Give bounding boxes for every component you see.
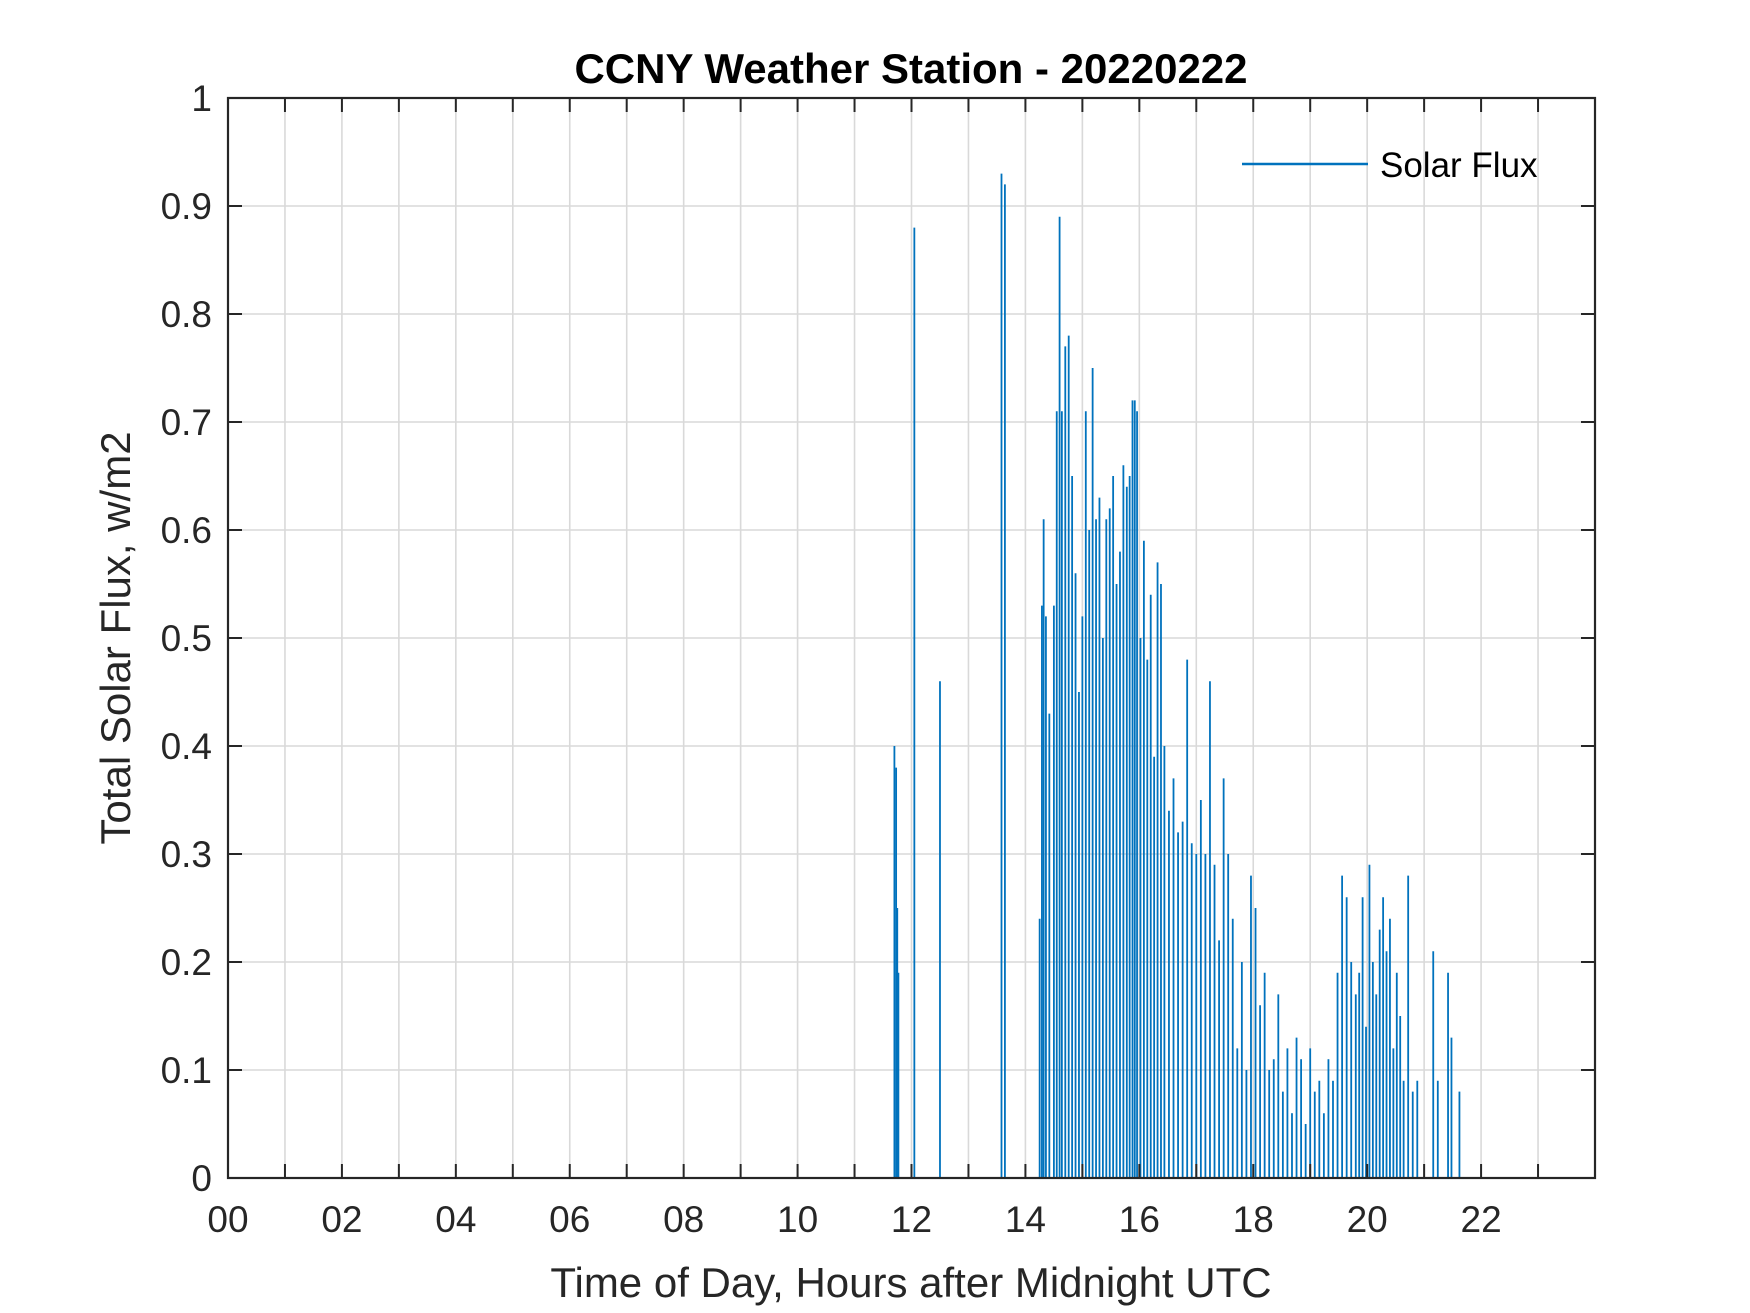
y-tick-label: 0.6 xyxy=(161,510,212,551)
x-tick-label: 04 xyxy=(435,1199,476,1240)
y-tick-label: 0 xyxy=(191,1158,212,1199)
y-tick-label: 0.2 xyxy=(161,942,212,983)
x-tick-label: 14 xyxy=(1005,1199,1046,1240)
y-axis-label: Total Solar Flux, w/m2 xyxy=(92,431,139,844)
x-tick-label: 10 xyxy=(777,1199,818,1240)
y-tick-label: 0.3 xyxy=(161,834,212,875)
x-tick-label: 18 xyxy=(1233,1199,1274,1240)
plot-series-solar-flux xyxy=(893,173,1461,1178)
x-tick-label: 16 xyxy=(1119,1199,1160,1240)
x-tick-label: 22 xyxy=(1461,1199,1502,1240)
x-tick-label: 08 xyxy=(663,1199,704,1240)
legend-label-solar-flux: Solar Flux xyxy=(1380,146,1538,185)
y-tick-label: 0.4 xyxy=(161,726,212,767)
y-axis-tick-labels: 0 0.1 0.2 0.3 0.4 0.5 0.6 0.7 0.8 0.9 1 xyxy=(161,78,212,1199)
y-tick-label: 1 xyxy=(191,78,212,119)
y-tick-label: 0.9 xyxy=(161,186,212,227)
x-axis-label: Time of Day, Hours after Midnight UTC xyxy=(550,1259,1271,1306)
x-tick-label: 02 xyxy=(321,1199,362,1240)
legend: Solar Flux xyxy=(1242,146,1538,185)
x-axis-tick-labels: 00 02 04 06 08 10 12 14 16 18 20 22 xyxy=(207,1199,1501,1240)
y-tick-label: 0.1 xyxy=(161,1050,212,1091)
chart-title: CCNY Weather Station - 20220222 xyxy=(574,45,1247,92)
x-tick-label: 12 xyxy=(891,1199,932,1240)
y-tick-label: 0.5 xyxy=(161,618,212,659)
x-tick-label: 20 xyxy=(1347,1199,1388,1240)
x-tick-label: 06 xyxy=(549,1199,590,1240)
axis-ticks xyxy=(228,98,1595,1178)
y-tick-label: 0.7 xyxy=(161,402,212,443)
x-tick-label: 00 xyxy=(207,1199,248,1240)
y-tick-label: 0.8 xyxy=(161,294,212,335)
